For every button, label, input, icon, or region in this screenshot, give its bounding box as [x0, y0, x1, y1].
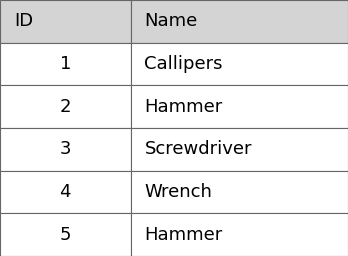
- Text: Screwdriver: Screwdriver: [144, 140, 252, 158]
- Bar: [130, 0, 348, 43]
- Text: 3: 3: [60, 140, 71, 158]
- Text: ID: ID: [14, 12, 33, 30]
- Text: 5: 5: [60, 226, 71, 244]
- Text: 2: 2: [60, 98, 71, 116]
- Bar: [130, 128, 348, 171]
- Text: Name: Name: [144, 12, 198, 30]
- Bar: [0, 213, 130, 256]
- Bar: [130, 213, 348, 256]
- Bar: [130, 85, 348, 128]
- Text: Hammer: Hammer: [144, 226, 223, 244]
- Text: Wrench: Wrench: [144, 183, 212, 201]
- Bar: [0, 85, 130, 128]
- Text: 1: 1: [60, 55, 71, 73]
- Bar: [0, 128, 130, 171]
- Text: Hammer: Hammer: [144, 98, 223, 116]
- Text: Callipers: Callipers: [144, 55, 223, 73]
- Text: 4: 4: [60, 183, 71, 201]
- Bar: [0, 0, 130, 43]
- Bar: [130, 171, 348, 213]
- Bar: [0, 171, 130, 213]
- Bar: [0, 43, 130, 85]
- Bar: [130, 43, 348, 85]
